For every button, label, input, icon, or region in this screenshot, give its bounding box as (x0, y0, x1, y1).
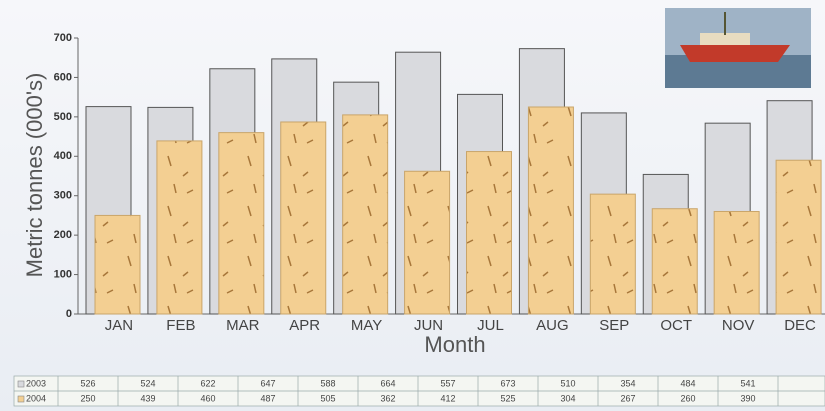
table-cell: 510 (560, 378, 575, 388)
bar (156, 140, 203, 315)
table-cell: 524 (140, 378, 155, 388)
x-tick-label: DEC (784, 317, 816, 334)
x-tick-label: NOV (722, 317, 755, 334)
x-tick-label: APR (289, 317, 320, 334)
bar (94, 214, 141, 315)
bar (589, 193, 636, 315)
bar (466, 151, 512, 315)
data-table (13, 375, 825, 407)
table-cell: 439 (140, 393, 155, 403)
y-tick-label: 200 (54, 229, 72, 241)
x-tick-label: JUN (414, 317, 443, 334)
bar (775, 159, 822, 315)
table-cell: 460 (200, 393, 215, 403)
x-tick-label: FEB (166, 317, 195, 334)
table-cell: 647 (260, 378, 275, 388)
legend-label: 2004 (26, 393, 46, 403)
legend-swatch (17, 395, 25, 403)
bar (280, 121, 327, 315)
bar (713, 210, 760, 315)
legend-swatch (17, 380, 25, 388)
x-tick-label: SEP (599, 317, 629, 334)
table-cell: 664 (380, 378, 395, 388)
x-tick-label: MAR (226, 317, 260, 334)
bar (342, 114, 389, 315)
table-cell: 267 (620, 393, 635, 403)
table-cell: 525 (500, 393, 515, 403)
x-tick-label: JUL (477, 317, 504, 334)
y-axis-title: Metric tonnes (000's) (22, 73, 47, 278)
y-tick-label: 300 (54, 190, 72, 202)
bar (404, 170, 451, 315)
table-cell: 354 (620, 378, 635, 388)
y-tick-label: 100 (54, 268, 72, 280)
table-cell: 505 (320, 393, 335, 403)
table-cell: 588 (320, 378, 335, 388)
boat-photo (665, 8, 811, 88)
bar (527, 106, 574, 315)
x-tick-label: OCT (660, 317, 692, 334)
y-tick-label: 600 (54, 71, 72, 83)
x-tick-label: JAN (105, 317, 133, 334)
legend-label: 2003 (26, 378, 46, 388)
table-cell: 526 (80, 378, 95, 388)
y-tick-label: 0 (66, 308, 72, 320)
x-tick-label: MAY (351, 317, 382, 334)
table-cell: 362 (380, 393, 395, 403)
table-cell: 250 (80, 393, 95, 403)
table-cell: 557 (440, 378, 455, 388)
y-tick-label: 700 (54, 32, 72, 44)
table-cell: 541 (740, 378, 755, 388)
table-cell: 260 (680, 393, 695, 403)
table-cell: 487 (260, 393, 275, 403)
table-cell: 673 (500, 378, 515, 388)
table-cell: 304 (560, 393, 575, 403)
x-axis-title: Month (424, 332, 485, 357)
y-tick-label: 500 (54, 111, 72, 123)
bar (651, 208, 698, 315)
y-tick-label: 400 (54, 150, 72, 162)
table-cell: 390 (740, 393, 755, 403)
x-tick-label: AUG (536, 317, 569, 334)
bar (218, 132, 265, 315)
table-cell: 412 (440, 393, 455, 403)
table-cell: 622 (200, 378, 215, 388)
table-cell: 484 (680, 378, 695, 388)
